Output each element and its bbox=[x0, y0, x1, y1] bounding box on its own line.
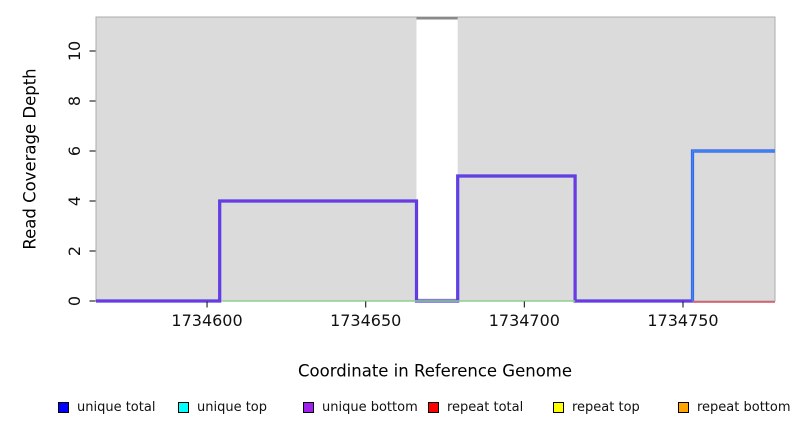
legend-label-unique-top: unique top bbox=[197, 399, 268, 415]
legend-item-unique-top: unique top bbox=[178, 398, 267, 416]
legend-swatch-repeat-total bbox=[428, 401, 439, 413]
x-axis-label: Coordinate in Reference Genome bbox=[297, 361, 573, 381]
legend-swatch-repeat-top bbox=[553, 401, 564, 413]
x-tick-label: 1734750 bbox=[647, 311, 718, 330]
legend-label-repeat-bottom: repeat bottom bbox=[697, 399, 791, 415]
clipped-coverage-bar bbox=[416, 17, 458, 20]
masked-region bbox=[416, 19, 458, 299]
y-tick-label: 0 bbox=[65, 296, 84, 306]
y-tick-label: 10 bbox=[65, 41, 84, 61]
legend-label-unique-bottom: unique bottom bbox=[322, 399, 418, 415]
y-tick-label: 4 bbox=[65, 196, 84, 206]
legend-swatch-unique-top bbox=[178, 401, 189, 413]
legend-label-unique-total: unique total bbox=[77, 399, 156, 415]
legend-item-repeat-total: repeat total bbox=[428, 398, 523, 416]
legend-swatch-repeat-bottom bbox=[678, 401, 689, 413]
legend-label-repeat-top: repeat top bbox=[572, 399, 640, 415]
legend-swatch-unique-total bbox=[58, 401, 69, 413]
x-tick-label: 1734700 bbox=[489, 311, 560, 330]
y-tick-label: 2 bbox=[65, 246, 84, 256]
legend-item-unique-total: unique total bbox=[58, 398, 155, 416]
legend-label-repeat-total: repeat total bbox=[447, 399, 524, 415]
y-tick-label: 6 bbox=[65, 146, 84, 156]
legend: unique total unique top unique bottom re… bbox=[0, 398, 792, 418]
x-tick-label: 1734600 bbox=[171, 311, 242, 330]
legend-swatch-unique-bottom bbox=[303, 401, 314, 413]
coverage-line-1 bbox=[691, 150, 775, 301]
legend-item-repeat-top: repeat top bbox=[553, 398, 640, 416]
legend-item-repeat-bottom: repeat bottom bbox=[678, 398, 791, 416]
y-axis-label: Read Coverage Depth bbox=[20, 68, 40, 250]
y-tick-label: 8 bbox=[65, 96, 84, 106]
x-tick-label: 1734650 bbox=[330, 311, 401, 330]
legend-item-unique-bottom: unique bottom bbox=[303, 398, 418, 416]
